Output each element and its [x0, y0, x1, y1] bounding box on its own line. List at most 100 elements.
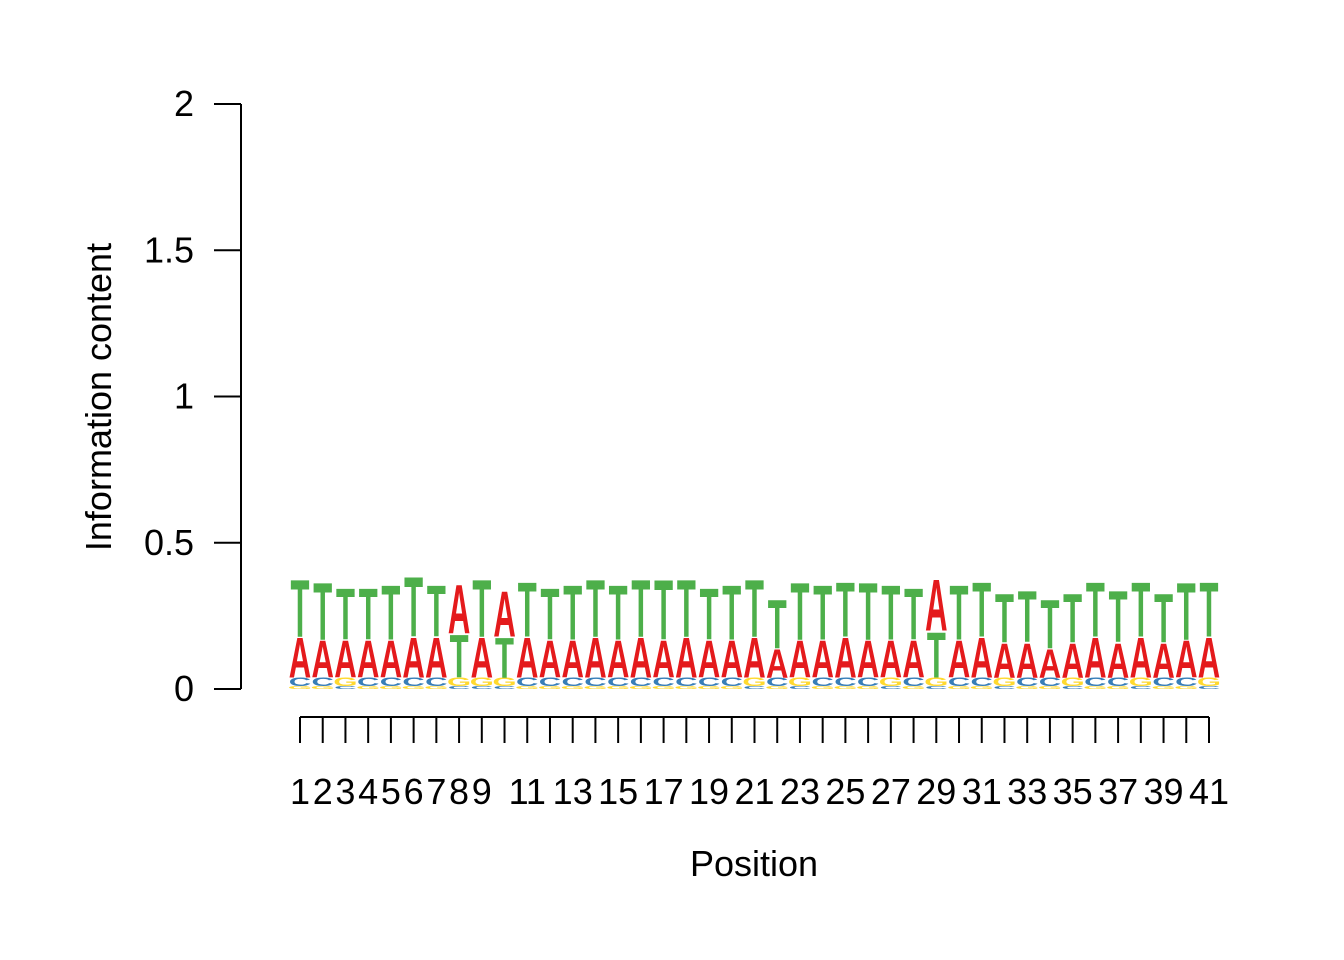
logo-letter-g: G	[674, 685, 698, 690]
logo-letter-c: C	[789, 685, 811, 690]
logo-letter-t: T	[654, 562, 673, 658]
logo-letter-t: T	[1131, 565, 1150, 653]
logo-letter-c: C	[584, 675, 606, 689]
logo-letter-g: G	[538, 685, 562, 690]
x-tick-label: 31	[962, 771, 1002, 812]
logo-letter-g: G	[924, 675, 948, 689]
logo-letter-g: G	[288, 685, 312, 690]
logo-letter-a: A	[516, 625, 538, 690]
logo-letter-a: A	[857, 631, 879, 690]
x-tick-label: 33	[1007, 771, 1047, 812]
logo-letter-c: C	[1039, 675, 1061, 689]
logo-letter-c: C	[630, 675, 652, 689]
x-axis: 1 2 3 4 5 6 7 8 9 11 13 15 17 19 21 23 25 27 29 31 33 35 37 39 4…	[290, 716, 1229, 812]
logo-letter-c: C	[880, 685, 902, 690]
logo-letter-g: G	[902, 685, 926, 690]
x-tick-label: 5	[381, 771, 401, 812]
logo-letter-a: A	[743, 625, 765, 690]
logo-letter-a: A	[1130, 625, 1152, 690]
logo-letter-c: C	[721, 675, 743, 689]
logo-letter-a: A	[675, 625, 697, 690]
logo-letter-a: A	[721, 631, 743, 690]
logo-letter-c: C	[561, 675, 583, 689]
logo-letter-a: A	[1152, 633, 1174, 688]
logo-letter-c: C	[766, 675, 788, 689]
x-ticks: 1 2 3 4 5 6 7 8 9 11 13 15 17 19 21 23 25 27 29 31 33 35 37 39 4…	[290, 717, 1229, 812]
logo-letter-t: T	[881, 568, 900, 656]
x-tick-label: 37	[1098, 771, 1138, 812]
x-tick-label: 29	[916, 771, 956, 812]
logo-letter-a: A	[948, 631, 970, 690]
logo-letter-t: T	[927, 619, 946, 692]
logo-letter-t: T	[813, 568, 832, 656]
x-tick-label: 25	[825, 771, 865, 812]
logo-letter-g: G	[311, 685, 335, 690]
logo-letter-c: C	[380, 675, 402, 689]
logo-letter-t: T	[745, 564, 764, 655]
x-tick-label: 35	[1053, 771, 1093, 812]
logo-letter-t: T	[609, 568, 628, 656]
logo-letter-a: A	[1084, 625, 1106, 690]
logo-letter-a: A	[357, 631, 379, 690]
logo-letter-a: A	[471, 625, 493, 690]
y-tick-label: 2	[174, 83, 194, 124]
logo-letter-a: A	[993, 633, 1015, 688]
logo-letter-t: T	[1177, 567, 1196, 658]
logo-letter-g: G	[1061, 675, 1085, 689]
logo-letter-g: G	[1197, 675, 1221, 689]
logo-letter-a: A	[289, 625, 311, 690]
logo-letter-g: G	[470, 675, 494, 689]
logo-letter-a: A	[698, 631, 720, 690]
logo-letter-g: G	[424, 685, 448, 690]
logo-letter-a: A	[902, 631, 924, 690]
logo-stacks: GCATGCATCGATGCATGCATGCATGCATCGTACGATCGTA…	[288, 559, 1221, 691]
logo-letter-c: C	[834, 675, 856, 689]
x-tick-label: 2	[313, 771, 333, 812]
logo-letter-g: G	[720, 685, 744, 690]
logo-letter-g: G	[833, 685, 857, 690]
logo-letter-a: A	[584, 625, 606, 690]
logo-letter-t: T	[768, 586, 787, 663]
logo-letter-c: C	[857, 675, 879, 689]
logo-letter-t: T	[677, 564, 696, 655]
logo-letter-t: T	[972, 565, 991, 653]
logo-letter-t: T	[859, 567, 878, 658]
y-tick-label: 1.5	[144, 229, 194, 270]
x-tick-label: 4	[358, 771, 378, 812]
logo-letter-t: T	[381, 568, 400, 656]
logo-letter-a: A	[539, 631, 561, 690]
logo-letter-a: A	[425, 625, 447, 690]
y-axis: 0 0.5 1 1.5 2	[144, 83, 242, 709]
x-tick-label: 1	[290, 771, 310, 812]
logo-letter-c: C	[1130, 685, 1152, 690]
logo-letter-a: A	[561, 631, 583, 690]
logo-letter-g: G	[1015, 685, 1039, 690]
logo-letter-g: G	[992, 675, 1016, 689]
x-tick-label: 23	[780, 771, 820, 812]
logo-letter-c: C	[334, 685, 356, 690]
x-tick-label: 19	[689, 771, 729, 812]
logo-letter-g: G	[379, 685, 403, 690]
logo-letter-g: G	[742, 675, 766, 689]
x-tick-label: 11	[509, 771, 546, 812]
logo-letter-a: A	[880, 631, 902, 690]
logo-letter-g: G	[1174, 685, 1198, 690]
logo-letter-t: T	[1086, 565, 1105, 653]
logo-letter-c: C	[493, 685, 515, 690]
